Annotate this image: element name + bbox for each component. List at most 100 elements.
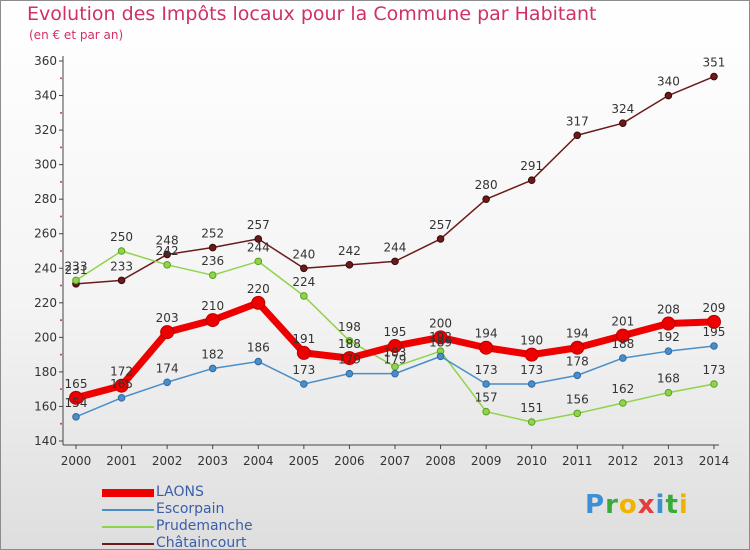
data-point-chataincourt [710, 72, 718, 81]
y-tick-label: 160 [34, 399, 57, 413]
data-point-chataincourt [482, 195, 490, 203]
data-point-prudemanche [208, 271, 217, 279]
data-label-escorpain: 192 [657, 330, 680, 344]
data-label-escorpain: 173 [475, 363, 498, 377]
y-minor-dot [60, 388, 62, 391]
x-tick-label: 2006 [334, 454, 365, 468]
legend-label-laons: LAONS [156, 484, 204, 500]
data-label-laons: 195 [384, 325, 407, 339]
data-label-escorpain: 154 [65, 396, 88, 410]
data-point-escorpain [710, 342, 718, 350]
y-minor-dot [60, 111, 62, 114]
x-tick-label: 2001 [106, 454, 137, 468]
data-label-laons: 200 [429, 316, 452, 330]
data-point-chataincourt [254, 235, 263, 243]
y-tick-label: 240 [34, 261, 57, 275]
data-label-escorpain: 173 [292, 363, 315, 377]
data-point-chataincourt [664, 91, 673, 100]
legend-swatch-escorpain [102, 509, 154, 511]
data-point-prudemanche [254, 257, 263, 266]
data-label-prudemanche: 233 [65, 259, 88, 273]
data-label-chataincourt: 317 [566, 114, 589, 128]
data-point-escorpain [208, 364, 217, 373]
data-label-prudemanche: 157 [475, 391, 498, 405]
y-minor-dot [60, 77, 62, 80]
data-point-chataincourt [619, 119, 627, 127]
data-label-chataincourt: 257 [429, 218, 452, 232]
data-label-escorpain: 186 [247, 341, 270, 355]
data-point-escorpain [436, 352, 445, 361]
data-label-prudemanche: 198 [338, 320, 361, 334]
data-point-prudemanche [619, 399, 627, 407]
data-label-laons: 201 [611, 315, 634, 329]
data-point-laons [205, 313, 220, 328]
data-label-prudemanche: 183 [384, 346, 407, 360]
data-point-laons [69, 390, 83, 405]
data-label-escorpain: 178 [566, 354, 589, 368]
data-label-laons: 208 [657, 303, 680, 317]
data-point-prudemanche [72, 276, 80, 285]
y-minor-dot [60, 215, 62, 218]
data-label-chataincourt: 291 [520, 159, 543, 173]
x-tick-label: 2002 [152, 454, 183, 468]
data-point-laons [251, 295, 266, 310]
data-point-escorpain [345, 369, 354, 378]
data-label-prudemanche: 168 [657, 372, 680, 386]
data-label-laons: 172 [110, 365, 133, 379]
data-point-chataincourt [345, 261, 354, 269]
data-point-chataincourt [300, 264, 308, 273]
data-label-laons: 190 [520, 334, 543, 348]
data-point-prudemanche [573, 409, 582, 418]
data-label-laons: 210 [201, 299, 224, 313]
y-tick-label: 280 [34, 192, 57, 206]
data-label-laons: 209 [703, 301, 726, 315]
data-label-prudemanche: 250 [110, 230, 133, 244]
data-label-laons: 220 [247, 282, 270, 296]
y-minor-dot [60, 284, 62, 287]
proxiti-logo: Proxiti [585, 490, 689, 520]
data-point-chataincourt [527, 176, 536, 184]
data-point-prudemanche [482, 407, 490, 416]
data-point-chataincourt [391, 257, 399, 266]
data-point-chataincourt [436, 235, 445, 243]
data-point-laons [342, 351, 357, 366]
data-point-chataincourt [117, 276, 126, 285]
x-tick-label: 2003 [197, 454, 228, 468]
data-point-laons [433, 330, 448, 345]
data-label-chataincourt: 233 [110, 259, 133, 273]
data-label-chataincourt: 248 [156, 233, 179, 247]
y-minor-dot [60, 319, 62, 322]
data-label-prudemanche: 192 [429, 330, 452, 344]
data-label-prudemanche: 224 [292, 275, 315, 289]
y-tick-label: 300 [34, 158, 57, 172]
x-tick-label: 2007 [380, 454, 411, 468]
data-label-laons: 191 [292, 332, 315, 346]
y-minor-dot [60, 422, 62, 425]
data-label-laons: 203 [156, 311, 179, 325]
data-label-chataincourt: 231 [65, 263, 88, 277]
data-point-prudemanche [664, 388, 673, 397]
data-label-escorpain: 179 [384, 353, 407, 367]
data-label-chataincourt: 280 [475, 178, 498, 192]
logo-letter: r [605, 490, 619, 520]
data-label-escorpain: 189 [429, 335, 452, 349]
legend-swatch-laons [102, 489, 154, 497]
data-point-chataincourt [573, 131, 582, 140]
y-minor-dot [60, 180, 62, 183]
data-point-escorpain [527, 380, 536, 388]
data-point-chataincourt [163, 250, 171, 259]
data-point-laons [160, 325, 175, 340]
y-tick-label: 340 [34, 89, 57, 103]
data-label-chataincourt: 242 [338, 244, 361, 258]
data-label-chataincourt: 240 [292, 247, 315, 261]
data-label-chataincourt: 252 [201, 227, 224, 241]
data-label-laons: 194 [475, 327, 498, 341]
legend-label-escorpain: Escorpain [156, 501, 225, 517]
data-point-prudemanche [710, 380, 718, 388]
data-label-chataincourt: 257 [247, 218, 270, 232]
data-point-prudemanche [117, 247, 126, 255]
data-label-escorpain: 173 [520, 363, 543, 377]
data-label-prudemanche: 242 [156, 244, 179, 258]
data-point-laons [661, 316, 676, 331]
